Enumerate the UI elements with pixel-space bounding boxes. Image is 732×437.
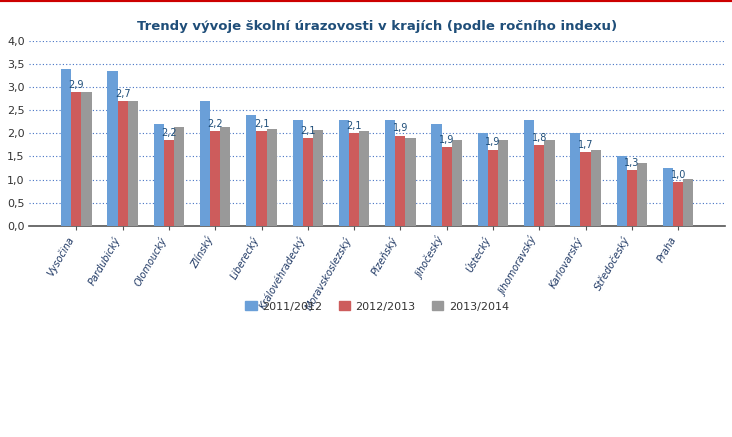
- Bar: [293, 120, 303, 225]
- Bar: [71, 92, 81, 225]
- Bar: [591, 149, 601, 225]
- Bar: [118, 101, 127, 225]
- Bar: [339, 120, 349, 225]
- Text: 2,9: 2,9: [69, 80, 84, 90]
- Bar: [570, 133, 580, 225]
- Bar: [164, 140, 174, 225]
- Bar: [663, 168, 673, 225]
- Bar: [524, 120, 534, 225]
- Bar: [359, 131, 370, 225]
- Bar: [395, 136, 406, 225]
- Text: 1,3: 1,3: [624, 158, 640, 168]
- Bar: [266, 129, 277, 225]
- Text: 2,2: 2,2: [207, 119, 223, 129]
- Legend: 2011/2012, 2012/2013, 2013/2014: 2011/2012, 2012/2013, 2013/2014: [241, 297, 514, 316]
- Bar: [498, 140, 508, 225]
- Bar: [385, 120, 395, 225]
- Bar: [174, 126, 184, 225]
- Bar: [303, 138, 313, 225]
- Text: 1,9: 1,9: [392, 123, 408, 133]
- Bar: [580, 152, 591, 225]
- Bar: [81, 92, 92, 225]
- Text: 1,9: 1,9: [485, 137, 501, 147]
- Bar: [683, 179, 693, 225]
- Text: 2,1: 2,1: [254, 119, 269, 129]
- Bar: [406, 138, 416, 225]
- Bar: [61, 69, 71, 225]
- Bar: [220, 126, 231, 225]
- Bar: [154, 124, 164, 225]
- Bar: [673, 182, 683, 225]
- Bar: [256, 131, 266, 225]
- Bar: [478, 133, 488, 225]
- Bar: [246, 115, 256, 225]
- Bar: [200, 101, 210, 225]
- Title: Trendy vývoje školní úrazovosti v krajích (podle ročního indexu): Trendy vývoje školní úrazovosti v krajíc…: [137, 20, 617, 33]
- Text: 2,1: 2,1: [300, 126, 315, 136]
- Text: 2,2: 2,2: [161, 128, 176, 138]
- Text: 1,7: 1,7: [578, 139, 594, 149]
- Bar: [210, 131, 220, 225]
- Bar: [534, 145, 545, 225]
- Bar: [545, 140, 555, 225]
- Bar: [637, 163, 647, 225]
- Text: 1,0: 1,0: [671, 170, 686, 180]
- Bar: [441, 147, 452, 225]
- Bar: [431, 124, 441, 225]
- Bar: [127, 101, 138, 225]
- Text: 1,8: 1,8: [531, 133, 547, 142]
- Bar: [313, 130, 323, 225]
- Bar: [452, 140, 462, 225]
- Text: 1,9: 1,9: [439, 135, 455, 145]
- Bar: [627, 170, 637, 225]
- Bar: [349, 133, 359, 225]
- Bar: [108, 71, 118, 225]
- Bar: [488, 149, 498, 225]
- Text: 2,7: 2,7: [115, 89, 130, 99]
- Bar: [616, 156, 627, 225]
- Text: 2,1: 2,1: [346, 121, 362, 131]
